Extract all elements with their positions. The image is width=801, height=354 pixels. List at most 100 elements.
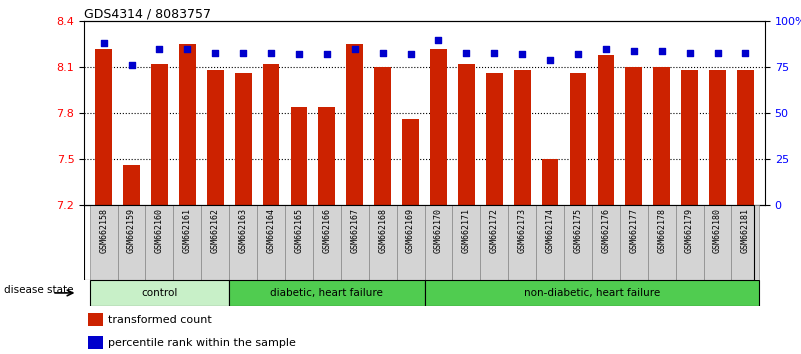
Bar [374, 67, 391, 205]
Bar [396, 205, 425, 280]
Bar [430, 49, 447, 205]
Text: GSM662158: GSM662158 [99, 207, 108, 252]
Bar [425, 205, 453, 280]
Bar [90, 280, 229, 306]
Point [627, 48, 640, 53]
Bar [118, 205, 146, 280]
Bar [229, 280, 425, 306]
Text: GSM662180: GSM662180 [713, 207, 722, 252]
Text: GSM662171: GSM662171 [462, 207, 471, 252]
Bar [676, 205, 703, 280]
Text: transformed count: transformed count [108, 315, 212, 325]
Point [405, 52, 417, 57]
Text: GSM662159: GSM662159 [127, 207, 136, 252]
Bar [620, 205, 648, 280]
Bar [709, 70, 726, 205]
Point [544, 57, 557, 63]
Bar [402, 119, 419, 205]
Bar [458, 64, 475, 205]
Bar [257, 205, 285, 280]
Point [181, 46, 194, 52]
Text: GSM662170: GSM662170 [434, 207, 443, 252]
Point [264, 50, 277, 55]
Text: GSM662168: GSM662168 [378, 207, 387, 252]
Bar [346, 44, 363, 205]
Bar [151, 64, 168, 205]
Text: GDS4314 / 8083757: GDS4314 / 8083757 [84, 7, 211, 20]
Bar [731, 205, 759, 280]
Bar [592, 205, 620, 280]
Point [153, 46, 166, 52]
Point [320, 52, 333, 57]
Text: GSM662169: GSM662169 [406, 207, 415, 252]
Point [683, 50, 696, 55]
Text: GSM662176: GSM662176 [602, 207, 610, 252]
Text: GSM662174: GSM662174 [545, 207, 554, 252]
Bar [88, 336, 103, 349]
Text: GSM662167: GSM662167 [350, 207, 360, 252]
Point [348, 46, 361, 52]
Bar [703, 205, 731, 280]
Text: GSM662166: GSM662166 [322, 207, 332, 252]
Text: GSM662175: GSM662175 [574, 207, 582, 252]
Bar [263, 64, 280, 205]
Bar [564, 205, 592, 280]
Text: percentile rank within the sample: percentile rank within the sample [108, 337, 296, 348]
Bar [737, 70, 754, 205]
Text: GSM662173: GSM662173 [517, 207, 527, 252]
Bar [481, 205, 509, 280]
Text: GSM662164: GSM662164 [267, 207, 276, 252]
Bar [453, 205, 481, 280]
Bar [229, 205, 257, 280]
Text: diabetic, heart failure: diabetic, heart failure [271, 288, 384, 298]
Bar [598, 55, 614, 205]
Bar [173, 205, 201, 280]
Text: non-diabetic, heart failure: non-diabetic, heart failure [524, 288, 660, 298]
Bar [626, 67, 642, 205]
Point [516, 52, 529, 57]
Bar [541, 159, 558, 205]
Text: control: control [141, 288, 178, 298]
Text: GSM662177: GSM662177 [630, 207, 638, 252]
Bar [681, 70, 698, 205]
Bar [179, 44, 195, 205]
Bar [201, 205, 229, 280]
Bar [425, 280, 759, 306]
Point [599, 46, 612, 52]
Text: disease state: disease state [4, 285, 74, 295]
Bar [648, 205, 676, 280]
Text: GSM662181: GSM662181 [741, 207, 750, 252]
Bar [319, 107, 336, 205]
Bar [90, 205, 118, 280]
Bar [570, 73, 586, 205]
Point [739, 50, 752, 55]
Text: GSM662161: GSM662161 [183, 207, 192, 252]
Bar [95, 49, 112, 205]
Text: GSM662165: GSM662165 [295, 207, 304, 252]
Bar [513, 70, 530, 205]
Text: GSM662178: GSM662178 [657, 207, 666, 252]
Bar [536, 205, 564, 280]
Point [209, 50, 222, 55]
Point [572, 52, 585, 57]
Bar [340, 205, 368, 280]
Text: GSM662172: GSM662172 [489, 207, 499, 252]
Point [97, 40, 110, 46]
Text: GSM662160: GSM662160 [155, 207, 164, 252]
Bar [368, 205, 396, 280]
Bar [509, 205, 536, 280]
Point [237, 50, 250, 55]
Bar [285, 205, 313, 280]
Text: GSM662163: GSM662163 [239, 207, 248, 252]
Point [655, 48, 668, 53]
Text: GSM662179: GSM662179 [685, 207, 694, 252]
Point [488, 50, 501, 55]
Bar [88, 313, 103, 326]
Bar [291, 107, 308, 205]
Bar [146, 205, 173, 280]
Point [292, 52, 305, 57]
Point [711, 50, 724, 55]
Bar [235, 73, 252, 205]
Point [460, 50, 473, 55]
Bar [123, 165, 140, 205]
